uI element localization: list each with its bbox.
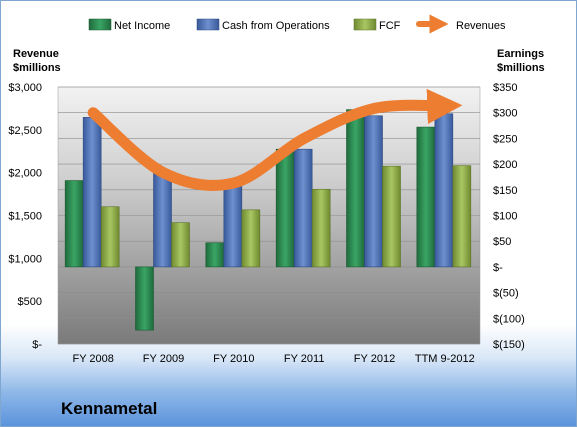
axis-ticks: $- $500 $1,000 $1,500 $2,000 $2,500 $3,000 $350… <box>8 82 524 365</box>
bar-net-income-fy-2011 <box>275 148 295 268</box>
bar-fcf-ttm-9-2012 <box>452 165 472 268</box>
legend-swatch-cash-from-operations <box>196 18 220 31</box>
right-axis-title-line2: $millions <box>497 62 545 74</box>
right-axis-tick-label: $200 <box>493 159 517 171</box>
company-name: Kennametal <box>61 399 157 418</box>
left-axis-title-line2: $millions <box>13 62 61 74</box>
legend-label-cash-from-operations: Cash from Operations <box>222 20 330 32</box>
bar-fcf-fy-2008 <box>100 206 120 268</box>
x-axis-tick-label: TTM 9-2012 <box>415 353 475 365</box>
right-axis-tick-label: $(100) <box>493 313 525 325</box>
right-axis-tick-label: $100 <box>493 211 517 223</box>
bar-net-income-fy-2010 <box>205 242 225 268</box>
revenue-line <box>87 88 463 191</box>
bar-cash-from-operations-fy-2011 <box>293 148 313 268</box>
right-axis-tick-label: $50 <box>493 236 511 248</box>
right-axis-tick-label: $- <box>493 262 503 274</box>
left-axis-tick-label: $3,000 <box>8 82 42 94</box>
right-axis-tick-label: $300 <box>493 108 517 120</box>
gridlines <box>58 86 480 345</box>
bar-cash-from-operations-ttm-9-2012 <box>434 113 454 268</box>
legend-label-revenues: Revenues <box>456 20 506 32</box>
legend-label-net-income: Net Income <box>114 20 170 32</box>
right-axis-title-line1: Earnings <box>497 48 544 60</box>
right-axis-tick-label: $150 <box>493 185 517 197</box>
bar-fcf-fy-2011 <box>311 188 331 268</box>
bar-net-income-fy-2009 <box>135 266 154 331</box>
legend-swatch-fcf <box>353 18 377 31</box>
x-axis-tick-label: FY 2012 <box>354 353 395 365</box>
left-axis-tick-label: $1,500 <box>8 211 42 223</box>
x-axis-tick-label: FY 2008 <box>72 353 113 365</box>
bar-fcf-fy-2012 <box>382 165 401 268</box>
left-axis-tick-label: $500 <box>18 296 42 308</box>
legend-label-fcf: FCF <box>379 20 401 32</box>
right-axis-tick-label: $(150) <box>493 339 525 351</box>
right-axis-tick-label: $(50) <box>493 288 519 300</box>
left-axis-title-line1: Revenue <box>13 48 59 60</box>
right-axis-tick-label: $350 <box>493 82 517 94</box>
left-axis-tick-label: $2,000 <box>8 168 42 180</box>
bar-fcf-fy-2010 <box>241 209 261 268</box>
bar-cash-from-operations-fy-2012 <box>364 115 383 268</box>
legend: Net Income Cash from Operations FCF Reve… <box>88 14 506 34</box>
left-axis-tick-label: $1,000 <box>8 253 42 265</box>
bar-group <box>64 109 472 331</box>
x-axis-tick-label: FY 2010 <box>213 353 254 365</box>
bar-cash-from-operations-fy-2009 <box>153 170 172 268</box>
bar-fcf-fy-2009 <box>171 222 190 268</box>
left-axis-tick-label: $- <box>32 339 42 351</box>
bar-cash-from-operations-fy-2010 <box>223 181 243 268</box>
revenue-line-group <box>87 88 463 191</box>
right-axis-tick-label: $250 <box>493 133 517 145</box>
bar-cash-from-operations-fy-2008 <box>82 117 102 268</box>
bar-net-income-fy-2008 <box>64 180 84 268</box>
bar-net-income-ttm-9-2012 <box>416 126 436 268</box>
x-axis-tick-label: FY 2009 <box>143 353 184 365</box>
left-axis-tick-label: $2,500 <box>8 125 42 137</box>
x-axis-tick-label: FY 2011 <box>284 353 325 365</box>
legend-swatch-net-income <box>88 18 112 31</box>
bar-net-income-fy-2012 <box>346 109 365 268</box>
